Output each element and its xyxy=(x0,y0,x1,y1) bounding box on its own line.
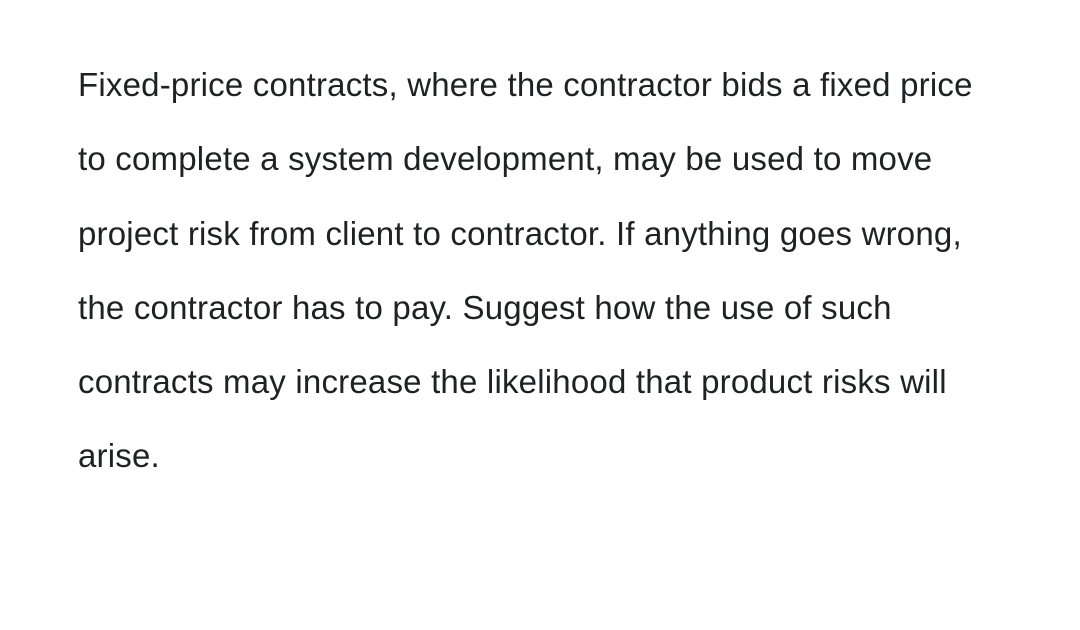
body-paragraph: Fixed-price contracts, where the contrac… xyxy=(78,48,1002,494)
